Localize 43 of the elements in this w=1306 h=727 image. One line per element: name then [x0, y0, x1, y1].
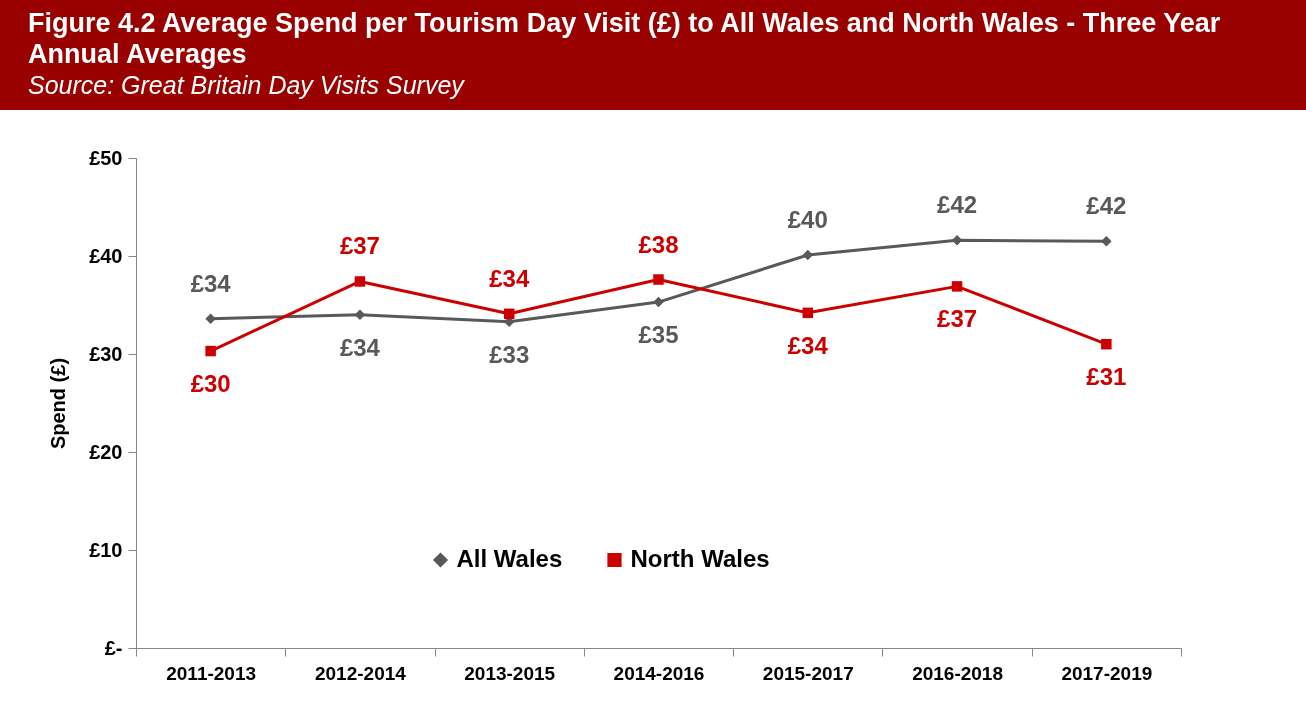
data-label: £34	[190, 269, 232, 297]
point	[653, 296, 664, 308]
point	[1101, 338, 1112, 350]
y-tick-label: £30	[89, 342, 123, 365]
point	[503, 308, 515, 320]
x-tick-label: 2012-2014	[314, 662, 407, 684]
point	[802, 307, 814, 319]
data-label: £33	[489, 340, 530, 368]
legend-label: North Wales	[630, 545, 770, 572]
data-label: £37	[937, 305, 978, 333]
data-label: £35	[638, 321, 679, 349]
data-label: £40	[787, 206, 828, 234]
y-tick-label: £50	[89, 146, 123, 169]
data-label: £42	[937, 191, 978, 219]
x-tick-label: 2014-2016	[613, 662, 705, 684]
y-tick-label: £-	[104, 636, 123, 659]
data-label: £31	[1086, 363, 1127, 391]
point	[951, 281, 963, 292]
data-label: £42	[1086, 192, 1127, 220]
x-tick-label: 2017-2019	[1061, 662, 1153, 684]
data-label: £34	[339, 333, 381, 361]
legend-label: All Wales	[456, 545, 563, 572]
x-tick-label: 2011-2013	[166, 662, 257, 684]
x-tick-label: 2013-2015	[464, 662, 556, 684]
point	[354, 276, 366, 287]
data-label: £38	[638, 230, 679, 258]
chart-subtitle: Source: Great Britain Day Visits Survey	[28, 70, 466, 100]
point	[354, 309, 366, 321]
x-tick-label: 2016-2018	[912, 662, 1004, 684]
y-tick-label: £40	[89, 244, 123, 267]
data-label: £37	[339, 232, 380, 260]
data-label: £30	[190, 370, 231, 398]
y-tick-label: £10	[89, 538, 123, 561]
chart-title: Figure 4.2 Average Spend per Tourism Day Visit (£) to All Wales and North Wales - Three Year Annual Averages	[28, 8, 1222, 70]
y-tick-label: £20	[89, 440, 123, 463]
x-tick-label: 2015-2017	[762, 662, 854, 684]
data-label: £34	[489, 264, 530, 292]
point	[653, 274, 664, 285]
point	[1101, 236, 1112, 247]
point	[205, 345, 216, 357]
y-axis-title: Spend (£)	[47, 357, 70, 450]
point	[205, 313, 216, 324]
data-label: £34	[787, 331, 829, 359]
